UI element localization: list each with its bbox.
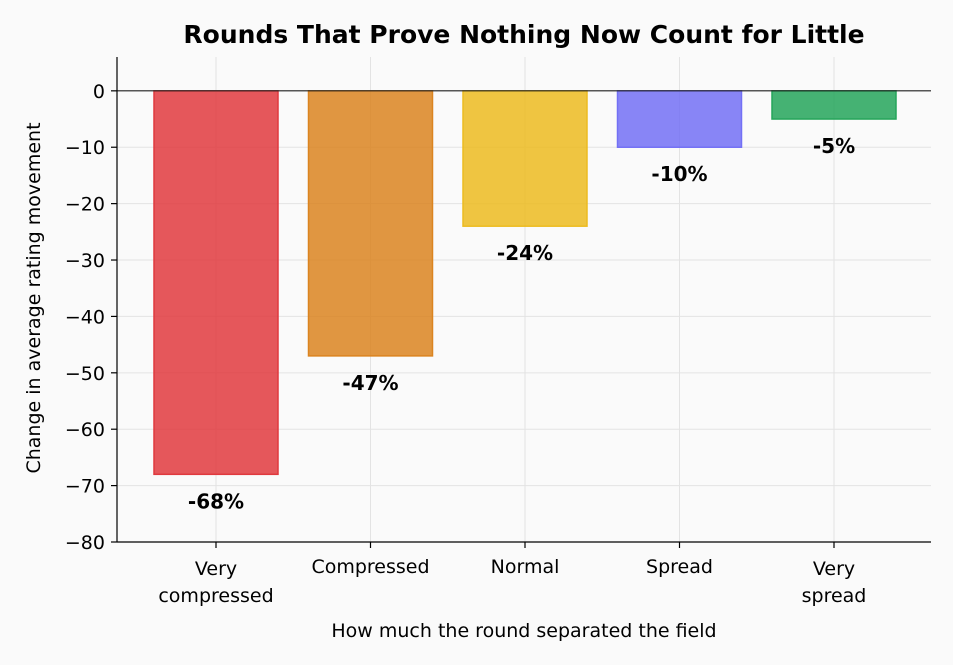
data-label: -10%: [651, 162, 707, 186]
y-tick-label: −60: [65, 419, 105, 441]
bar: [307, 90, 434, 357]
data-label: -47%: [342, 371, 398, 395]
y-tick-label: −50: [65, 363, 105, 385]
y-tick-label: −20: [65, 194, 105, 216]
y-tick-label: 0: [93, 81, 105, 103]
y-axis-label: Change in average rating movement: [23, 122, 45, 473]
bar: [771, 90, 897, 120]
x-tick-label: Compressed: [311, 556, 429, 578]
x-tick-label: Normal: [491, 556, 560, 578]
x-tick-label: Spread: [646, 556, 713, 578]
x-tick-label: Very compressed: [158, 558, 273, 607]
bar: [153, 90, 279, 476]
bar: [462, 90, 588, 227]
bars: [153, 90, 897, 476]
y-tick-label: −10: [65, 137, 105, 159]
bar: [616, 90, 743, 148]
data-label: -68%: [188, 489, 244, 513]
y-ticks: 0 −10 −20 −30 −40 −50 −60 −70 −80: [65, 81, 117, 554]
chart-title: Rounds That Prove Nothing Now Count for …: [183, 20, 864, 49]
y-tick-label: −80: [65, 532, 105, 554]
y-tick-label: −70: [65, 476, 105, 498]
axes: [116, 57, 931, 543]
data-label: -5%: [813, 134, 855, 158]
x-axis-label: How much the round separated the field: [331, 620, 716, 642]
data-label: -24%: [497, 241, 553, 265]
y-tick-label: −30: [65, 250, 105, 272]
x-ticks: Very compressed Compressed Normal Spread Very…: [158, 542, 866, 607]
x-tick-label: Very spread: [802, 558, 867, 607]
data-labels: -68% -47% -24% -10% -5%: [188, 134, 855, 513]
y-tick-label: −40: [65, 306, 105, 328]
